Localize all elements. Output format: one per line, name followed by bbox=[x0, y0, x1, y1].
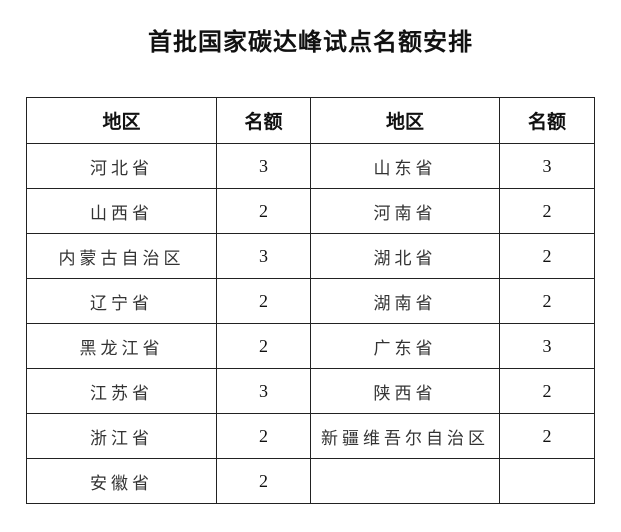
region-cell bbox=[310, 458, 500, 504]
table-header-row: 地区 名额 地区 名额 bbox=[26, 97, 595, 144]
table-row: 安徽省 2 bbox=[26, 458, 595, 504]
table-row: 河北省 3 山东省 3 bbox=[26, 143, 595, 189]
quota-cell: 2 bbox=[499, 368, 595, 414]
header-region: 地区 bbox=[310, 97, 500, 144]
table-row: 山西省 2 河南省 2 bbox=[26, 188, 595, 234]
region-cell: 河南省 bbox=[310, 188, 500, 234]
quota-cell: 2 bbox=[499, 188, 595, 234]
quota-cell: 3 bbox=[499, 143, 595, 189]
region-cell: 陕西省 bbox=[310, 368, 500, 414]
region-cell: 湖南省 bbox=[310, 278, 500, 324]
region-cell: 河北省 bbox=[26, 143, 217, 189]
page-title: 首批国家碳达峰试点名额安排 bbox=[148, 27, 473, 56]
region-cell: 广东省 bbox=[310, 323, 500, 369]
quota-cell: 3 bbox=[216, 233, 311, 279]
header-region: 地区 bbox=[26, 97, 217, 144]
region-cell: 湖北省 bbox=[310, 233, 500, 279]
region-cell: 黑龙江省 bbox=[26, 323, 217, 369]
region-cell: 新疆维吾尔自治区 bbox=[310, 413, 500, 459]
table-row: 黑龙江省 2 广东省 3 bbox=[26, 323, 595, 369]
table-row: 江苏省 3 陕西省 2 bbox=[26, 368, 595, 414]
quota-cell: 2 bbox=[216, 413, 311, 459]
quota-cell: 3 bbox=[499, 323, 595, 369]
quota-cell: 2 bbox=[499, 413, 595, 459]
quota-cell: 2 bbox=[499, 233, 595, 279]
quota-cell: 2 bbox=[216, 458, 311, 504]
region-cell: 江苏省 bbox=[26, 368, 217, 414]
quota-cell: 2 bbox=[216, 188, 311, 234]
table-row: 浙江省 2 新疆维吾尔自治区 2 bbox=[26, 413, 595, 459]
region-cell: 山西省 bbox=[26, 188, 217, 234]
quota-cell: 2 bbox=[216, 278, 311, 324]
table-row: 内蒙古自治区 3 湖北省 2 bbox=[26, 233, 595, 279]
region-cell: 浙江省 bbox=[26, 413, 217, 459]
region-cell: 山东省 bbox=[310, 143, 500, 189]
quota-cell: 2 bbox=[499, 278, 595, 324]
region-cell: 安徽省 bbox=[26, 458, 217, 504]
region-cell: 内蒙古自治区 bbox=[26, 233, 217, 279]
header-quota: 名额 bbox=[216, 97, 311, 144]
region-cell: 辽宁省 bbox=[26, 278, 217, 324]
header-quota: 名额 bbox=[499, 97, 595, 144]
quota-cell: 3 bbox=[216, 143, 311, 189]
quota-table: 地区 名额 地区 名额 河北省 3 山东省 3 山西省 2 河南省 2 内蒙古自治区 3 湖北省 2 辽… bbox=[26, 97, 595, 504]
table-row: 辽宁省 2 湖南省 2 bbox=[26, 278, 595, 324]
quota-cell: 3 bbox=[216, 368, 311, 414]
quota-cell bbox=[499, 458, 595, 504]
quota-cell: 2 bbox=[216, 323, 311, 369]
